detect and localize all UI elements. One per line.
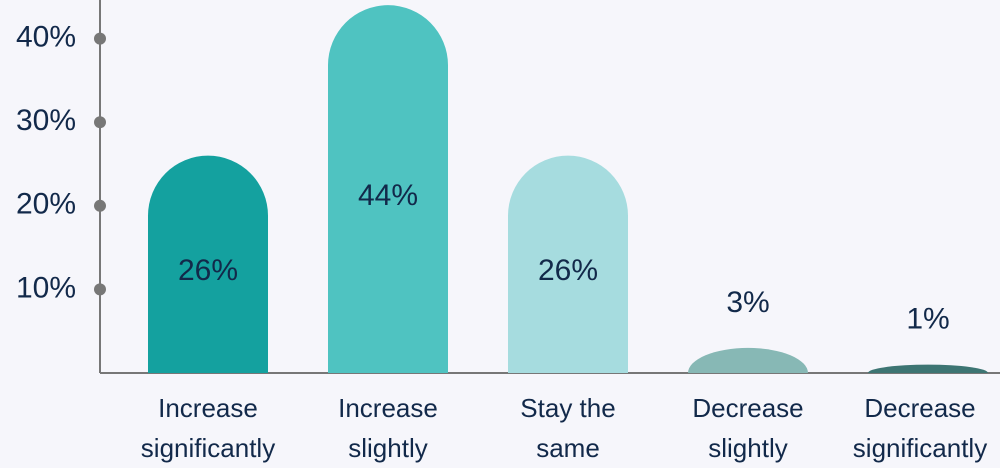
x-tick-label: slightly [708, 433, 787, 463]
value-label: 3% [726, 286, 769, 319]
tick-mark [94, 116, 106, 129]
value-label: 1% [906, 303, 949, 336]
y-tick-label: 20% [16, 188, 76, 221]
value-label: 26% [538, 254, 598, 287]
y-tick-label: 40% [16, 21, 76, 54]
x-tick-label: significantly [853, 433, 987, 463]
x-tick-label: Stay the [520, 393, 615, 423]
x-tick-label: Increase [158, 393, 258, 423]
value-label: 26% [178, 254, 238, 287]
bar [148, 155, 268, 373]
bar [868, 364, 988, 373]
y-tick-label: 30% [16, 104, 76, 137]
x-tick-label: significantly [141, 433, 275, 463]
x-tick-label: Decrease [692, 393, 803, 423]
x-tick-label: Decrease [864, 393, 975, 423]
tick-mark [94, 32, 106, 45]
y-tick-label: 10% [16, 271, 76, 304]
value-label: 44% [358, 179, 418, 212]
x-tick-label: Increase [338, 393, 438, 423]
x-tick-label: same [536, 433, 600, 463]
bar [688, 347, 808, 373]
tick-mark [94, 283, 106, 296]
bar [328, 5, 449, 374]
tick-mark [94, 199, 106, 212]
bar [508, 155, 628, 373]
x-tick-label: slightly [348, 433, 427, 463]
